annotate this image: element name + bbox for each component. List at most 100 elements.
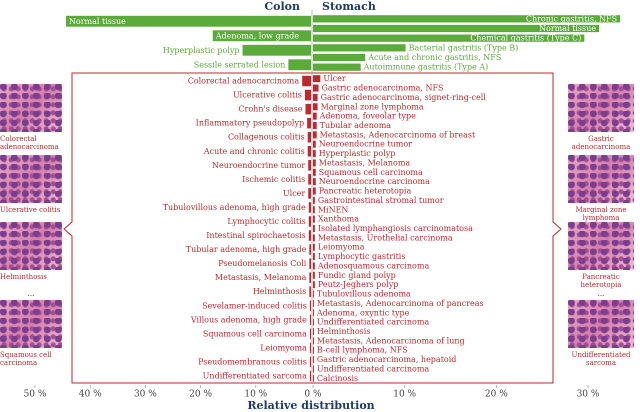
bar bbox=[313, 356, 314, 364]
x-tick-label: 10 % bbox=[244, 390, 267, 400]
bar bbox=[309, 342, 311, 354]
bar bbox=[313, 159, 316, 167]
image-caption: Ulcerative colitis bbox=[0, 206, 61, 214]
category-label: Hyperplastic polyp bbox=[163, 46, 240, 55]
bar bbox=[313, 63, 361, 71]
tissue-image bbox=[568, 155, 634, 203]
category-label: Ulcer bbox=[323, 74, 346, 83]
bar bbox=[313, 374, 314, 382]
category-label: Pancreatic heterotopia bbox=[319, 187, 412, 196]
bar bbox=[313, 187, 316, 195]
bar bbox=[313, 84, 319, 92]
category-label: Gastric adenocarcinoma, hepatoid bbox=[317, 355, 457, 364]
bar bbox=[308, 160, 311, 171]
category-label: Chemical gastritis (Type C) bbox=[470, 34, 581, 43]
category-label: Tubular adenoma, high grade bbox=[186, 245, 307, 254]
category-label: Adenoma, low grade bbox=[215, 31, 300, 40]
category-label: Neuroendocrine tumor bbox=[319, 140, 412, 149]
category-label: Ischemic colitis bbox=[242, 175, 305, 184]
category-label: Lymphocytic gastritis bbox=[318, 252, 406, 261]
bar bbox=[313, 168, 316, 176]
category-label: Metastasis, Melanoma bbox=[319, 158, 411, 167]
bar bbox=[308, 216, 311, 227]
category-label: Villous adenoma, high grade bbox=[190, 315, 307, 324]
side-title: Stomach bbox=[322, 0, 376, 13]
bar bbox=[212, 30, 311, 42]
category-label: Sevelamer-induced colitis bbox=[202, 301, 307, 310]
bar bbox=[313, 93, 318, 101]
category-label: Metastasis, Adenocarcinoma of breast bbox=[320, 130, 476, 139]
category-label: Squamous cell carcinoma bbox=[319, 168, 423, 177]
bar bbox=[313, 215, 315, 223]
bar bbox=[313, 75, 321, 83]
bar bbox=[313, 253, 315, 261]
bar bbox=[313, 309, 314, 317]
bar bbox=[313, 337, 314, 345]
bar bbox=[313, 281, 315, 289]
tissue-image bbox=[568, 84, 634, 132]
bar bbox=[313, 346, 314, 354]
x-tick-label: 20 % bbox=[189, 390, 212, 400]
category-label: Ulcer bbox=[283, 189, 306, 198]
category-label: Gastric adenocarcinoma, signet-ring-cell bbox=[321, 93, 487, 102]
category-label: Collagenous colitis bbox=[228, 133, 305, 142]
x-tick-label: 40 % bbox=[79, 390, 102, 400]
image-caption: ... bbox=[597, 290, 605, 298]
category-label: Bacterial gastritis (Type B) bbox=[409, 43, 519, 52]
category-label: Adenosquamous carcinoma bbox=[317, 261, 430, 270]
category-label: Normal tissue bbox=[539, 24, 596, 33]
x-tick-label: 0 % bbox=[304, 390, 322, 400]
x-tick-label: 30 % bbox=[577, 390, 600, 400]
category-label: Undifferentiated carcinoma bbox=[317, 364, 430, 373]
category-label: Colorectal adenocarcinoma bbox=[188, 77, 300, 86]
x-tick-label: 50 % bbox=[24, 390, 47, 400]
image-caption: Marginal zone lymphoma bbox=[575, 206, 627, 222]
category-label: Xanthoma bbox=[318, 215, 359, 224]
bar bbox=[308, 202, 311, 213]
bar bbox=[313, 299, 314, 307]
category-label: MiNEN bbox=[318, 205, 349, 214]
category-label: Pseudomembranous colitis bbox=[198, 357, 307, 366]
side-title: Colon bbox=[264, 0, 300, 13]
category-label: Metastasis, Melanoma bbox=[215, 273, 307, 282]
bar bbox=[313, 271, 315, 279]
category-label: Isolated lymphangiosis carcinomatosa bbox=[318, 224, 473, 233]
bar bbox=[313, 112, 317, 120]
bar bbox=[313, 234, 315, 242]
category-label: Gastrointestinal stromal tumor bbox=[318, 196, 444, 205]
bar bbox=[302, 75, 311, 87]
bar bbox=[313, 327, 314, 336]
tissue-image bbox=[568, 300, 634, 348]
category-label: Helminthosis bbox=[317, 327, 371, 336]
bar bbox=[309, 258, 311, 269]
category-label: B-cell lymphoma, NFS bbox=[317, 346, 408, 355]
category-label: Metastasis, Urothelial carcinoma bbox=[318, 233, 453, 242]
image-caption: ... bbox=[27, 290, 35, 298]
x-axis-label: Relative distribution bbox=[247, 399, 374, 412]
category-label: Helminthosis bbox=[253, 287, 307, 296]
bar bbox=[242, 44, 311, 56]
image-caption: Squamous cell carcinoma bbox=[0, 351, 52, 367]
bar bbox=[313, 15, 621, 23]
image-caption: Pancreatic heterotopia bbox=[580, 273, 622, 289]
tissue-image bbox=[0, 300, 62, 348]
highlight-box bbox=[63, 72, 562, 384]
bar bbox=[313, 121, 317, 130]
category-label: Normal tissue bbox=[69, 17, 126, 26]
category-label: Sessile serrated lesion bbox=[194, 60, 286, 69]
bar bbox=[288, 59, 311, 71]
bar bbox=[309, 300, 311, 312]
category-label: Tubulovillous adenoma bbox=[317, 290, 411, 299]
x-tick-label: 20 % bbox=[485, 390, 508, 400]
category-label: Leiomyoma bbox=[260, 343, 307, 352]
category-label: Pseudomelanosis Coli bbox=[218, 259, 307, 268]
category-label: Leiomyoma bbox=[318, 243, 365, 252]
bar bbox=[313, 262, 315, 270]
bar bbox=[313, 178, 316, 186]
tissue-image bbox=[568, 222, 634, 270]
image-caption: Gastric adenocarcinoma bbox=[571, 135, 631, 151]
bar bbox=[308, 230, 311, 241]
category-label: Hyperplastic polyp bbox=[319, 149, 396, 158]
tissue-image bbox=[0, 222, 62, 270]
